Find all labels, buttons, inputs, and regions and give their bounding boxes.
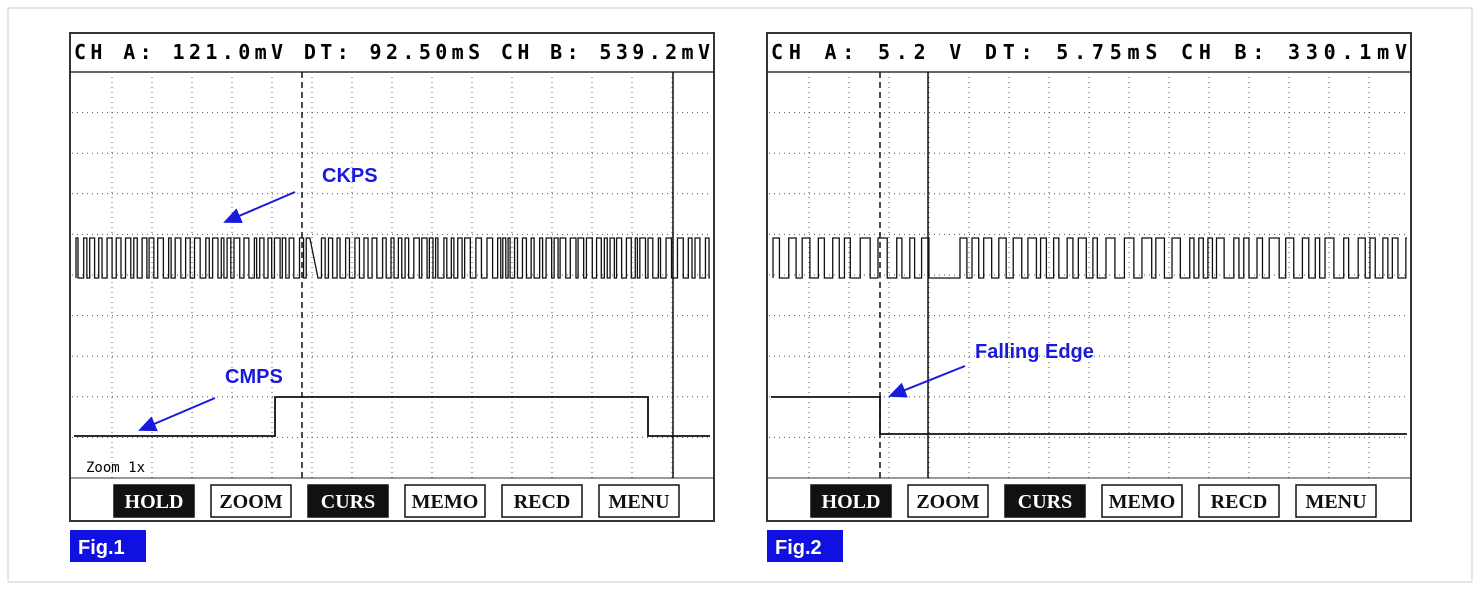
annotation: CKPS [322, 165, 378, 187]
soft-button [1004, 484, 1086, 518]
soft-button [907, 484, 989, 518]
soft-button [307, 484, 389, 518]
soft-button [210, 484, 292, 518]
soft-button-label: HOLD [822, 491, 881, 513]
scope-header: CH A: 121.0mV DT: 92.50mS CH B: 539.2mV [74, 40, 710, 64]
soft-button-label: MEMO [1109, 491, 1176, 513]
soft-button [404, 484, 486, 518]
figure-label-bg [70, 530, 146, 562]
soft-button-label: CURS [1018, 491, 1072, 513]
soft-button-label: MEMO [412, 491, 479, 513]
soft-button [598, 484, 680, 518]
soft-button-label: ZOOM [916, 491, 979, 513]
soft-button-label: RECD [1211, 491, 1268, 513]
channel-b-trace [74, 396, 710, 437]
soft-button [1295, 484, 1377, 518]
annotation-arrow [223, 191, 296, 224]
soft-button [1101, 484, 1183, 518]
soft-button [1198, 484, 1280, 518]
soft-button [810, 484, 892, 518]
soft-button-label: RECD [514, 491, 571, 513]
scope-panel: CH A: 121.0mV DT: 92.50mS CH B: 539.2mV Z… [69, 32, 715, 562]
figure-label-bg [767, 530, 843, 562]
channel-a-trace [772, 237, 1407, 279]
channel-a-trace [75, 237, 710, 279]
soft-button-label: MENU [1305, 491, 1366, 513]
soft-button-label: MENU [608, 491, 669, 513]
annotation-arrow [138, 397, 216, 432]
zoom-label: Zoom 1x [86, 460, 145, 476]
figure-label: Fig.1 [78, 537, 125, 559]
soft-button-label: HOLD [125, 491, 184, 513]
soft-button-label: ZOOM [219, 491, 282, 513]
annotation: Falling Edge [975, 341, 1094, 363]
figure-label: Fig.2 [775, 537, 822, 559]
soft-button [501, 484, 583, 518]
scope-panel: CH A: 5.2 V DT: 5.75mS CH B: 330.1mVFall… [766, 32, 1412, 562]
channel-b-trace [771, 396, 1407, 435]
annotation: CMPS [225, 366, 283, 388]
soft-button [113, 484, 195, 518]
soft-button-label: CURS [321, 491, 375, 513]
annotation-arrow [888, 365, 966, 398]
